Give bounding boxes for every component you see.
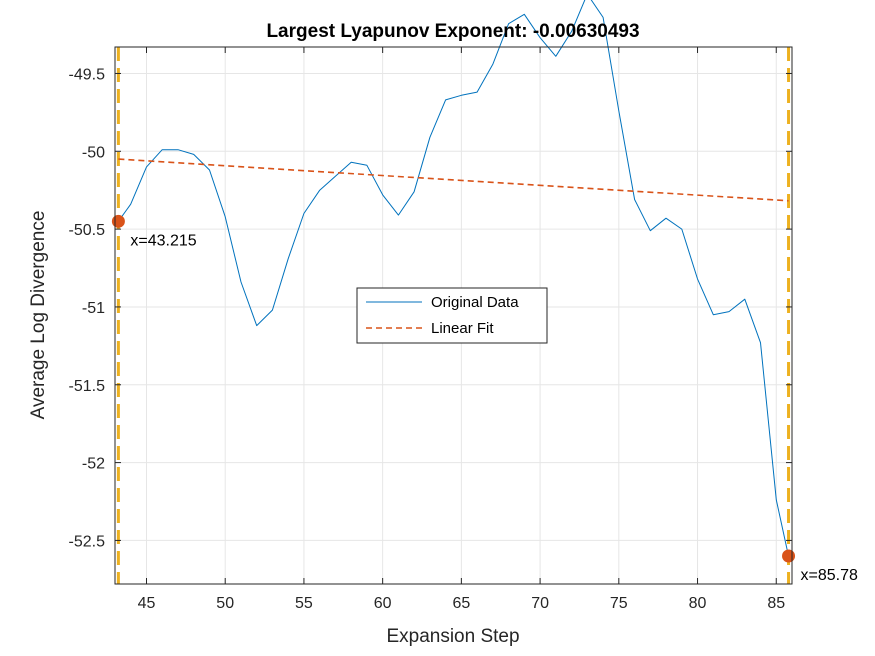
legend: Original Data Linear Fit: [356, 287, 548, 344]
plot-frame: [114, 46, 793, 585]
x-tick-label: 75: [610, 595, 628, 612]
vertical-markers: [116, 47, 791, 584]
ticks: 45 50 55 60 65 70 75 80 85 -52.5 -52 -51.5 -51 -50.5 -…: [69, 47, 792, 612]
y-tick-label: -49.5: [69, 66, 106, 83]
x-axis-label: Expansion Step: [386, 626, 519, 647]
annotation-label: x=85.78: [801, 567, 858, 584]
x-tick-label: 55: [295, 595, 313, 612]
y-tick-label: -52.5: [69, 533, 106, 550]
annotation-point: [111, 214, 125, 228]
y-tick-label: -51: [82, 300, 105, 317]
x-tick-label: 50: [216, 595, 234, 612]
annotation-label: x=43.215: [130, 232, 196, 249]
grid: [115, 47, 792, 584]
y-tick-label: -50.5: [69, 222, 106, 239]
x-tick-label: 60: [374, 595, 392, 612]
series-original-data-line: [117, 0, 789, 557]
y-axis-label: Average Log Divergence: [28, 211, 49, 420]
y-tick-label: -50: [82, 144, 105, 161]
x-tick-label: 80: [689, 595, 707, 612]
x-tick-label: 65: [452, 595, 470, 612]
x-tick-label: 85: [767, 595, 785, 612]
annotations: x=43.215 x=85.78: [130, 232, 858, 584]
x-tick-label: 45: [138, 595, 156, 612]
y-tick-label: -51.5: [69, 378, 106, 395]
series-linear-fit-line: [118, 158, 789, 202]
series: [117, 0, 789, 557]
x-tick-label: 70: [531, 595, 549, 612]
legend-label-linear-fit: Linear Fit: [431, 320, 494, 337]
chart-title: Largest Lyapunov Exponent: -0.00630493: [266, 21, 639, 42]
y-tick-label: -52: [82, 456, 105, 473]
legend-box: [356, 287, 548, 344]
annotation-point: [782, 549, 796, 563]
legend-label-original-data: Original Data: [431, 294, 519, 311]
